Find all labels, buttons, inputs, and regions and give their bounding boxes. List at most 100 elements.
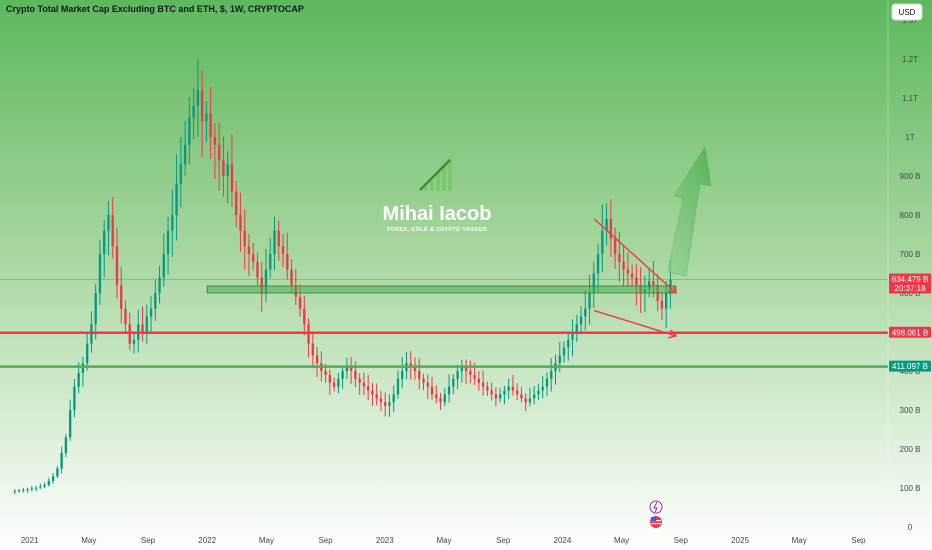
candle-body <box>30 488 34 490</box>
candle-body <box>298 296 302 309</box>
candle-body <box>665 293 668 309</box>
candle <box>68 399 72 442</box>
candle <box>149 296 153 334</box>
candle-body <box>200 90 204 122</box>
candle <box>51 473 55 484</box>
candle <box>601 204 604 273</box>
candle <box>388 394 391 417</box>
candle-body <box>550 371 553 379</box>
pattern-line[interactable] <box>593 309 677 337</box>
y-tick-label: 700 B <box>900 250 921 259</box>
candle-body <box>473 374 476 379</box>
candle-body <box>541 386 544 391</box>
candle-body <box>490 390 493 395</box>
lightning-icon[interactable] <box>649 500 663 514</box>
candle <box>435 385 438 404</box>
event-icons[interactable] <box>649 500 663 528</box>
candle <box>575 314 578 342</box>
candle-body <box>354 371 357 379</box>
candle-body <box>120 285 123 309</box>
candle <box>235 181 238 228</box>
candle <box>230 133 234 207</box>
candle-body <box>520 394 523 399</box>
price-label-value: 634.479 B <box>892 275 928 284</box>
candle <box>98 240 102 305</box>
candle-body <box>592 273 595 293</box>
candle-body <box>413 367 417 371</box>
candle <box>171 189 174 257</box>
candle-body <box>98 254 102 293</box>
price-label-countdown: 20:37:18 <box>894 284 926 293</box>
candle <box>103 220 106 278</box>
x-tick-label: Sep <box>496 536 511 545</box>
candle-body <box>213 137 217 145</box>
candle <box>120 266 123 324</box>
candle-body <box>426 382 429 387</box>
pattern-line[interactable] <box>593 218 677 294</box>
candle <box>401 357 404 389</box>
candle <box>281 233 285 268</box>
candle <box>349 357 353 385</box>
candle-body <box>392 394 395 403</box>
candle <box>64 433 68 458</box>
candle-body <box>533 394 536 399</box>
candle <box>209 86 212 160</box>
candle-body <box>290 269 293 286</box>
candle-body <box>601 230 604 254</box>
x-tick-label: May <box>81 536 96 545</box>
candle <box>94 283 97 340</box>
candle-body <box>567 339 570 348</box>
candle-body <box>247 246 251 254</box>
candle-body <box>358 378 361 383</box>
candle <box>179 137 183 208</box>
support-zone[interactable] <box>206 285 677 294</box>
candle-body <box>111 215 114 247</box>
y-tick-label: 1.1T <box>902 94 918 103</box>
candle-body <box>409 363 412 368</box>
candle <box>345 358 349 380</box>
candle-body <box>171 215 174 231</box>
candle-body <box>64 437 68 453</box>
candle-body <box>26 489 29 491</box>
candle <box>626 252 630 287</box>
candle <box>379 390 383 412</box>
candle-body <box>443 394 446 403</box>
candle <box>34 485 38 492</box>
candle-body <box>303 308 306 325</box>
candle <box>447 374 451 403</box>
candle <box>609 199 613 257</box>
candle-body <box>588 293 591 309</box>
currency-button[interactable]: USD <box>891 3 923 21</box>
projection-arrow[interactable] <box>667 145 712 277</box>
candle <box>396 370 400 399</box>
price-label: 498.061 B <box>889 326 931 338</box>
candle-body <box>209 113 212 137</box>
candle-body <box>277 230 280 247</box>
candle <box>392 385 395 413</box>
candle-body <box>477 378 481 383</box>
candle-body <box>511 386 515 391</box>
x-tick-label: Sep <box>851 536 866 545</box>
candle-body <box>273 230 276 254</box>
candle-body <box>239 215 242 231</box>
candle-body <box>103 230 106 254</box>
currency-label: USD <box>899 8 916 17</box>
y-tick-label: 100 B <box>900 484 921 493</box>
candle <box>481 370 485 396</box>
candle <box>460 360 463 383</box>
candle-body <box>422 378 425 383</box>
candle-body <box>252 254 255 262</box>
candle-body <box>183 144 187 165</box>
candle-body <box>175 183 178 215</box>
candle <box>528 387 532 407</box>
candle-body <box>584 308 587 317</box>
chart-title: Crypto Total Market Cap Excluding BTC an… <box>6 4 304 14</box>
y-tick-label: 800 B <box>900 211 921 220</box>
candle-body <box>205 113 208 122</box>
candle <box>17 488 21 493</box>
price-label-value: 498.061 B <box>892 328 928 337</box>
candle <box>124 300 127 334</box>
candle <box>154 279 157 321</box>
